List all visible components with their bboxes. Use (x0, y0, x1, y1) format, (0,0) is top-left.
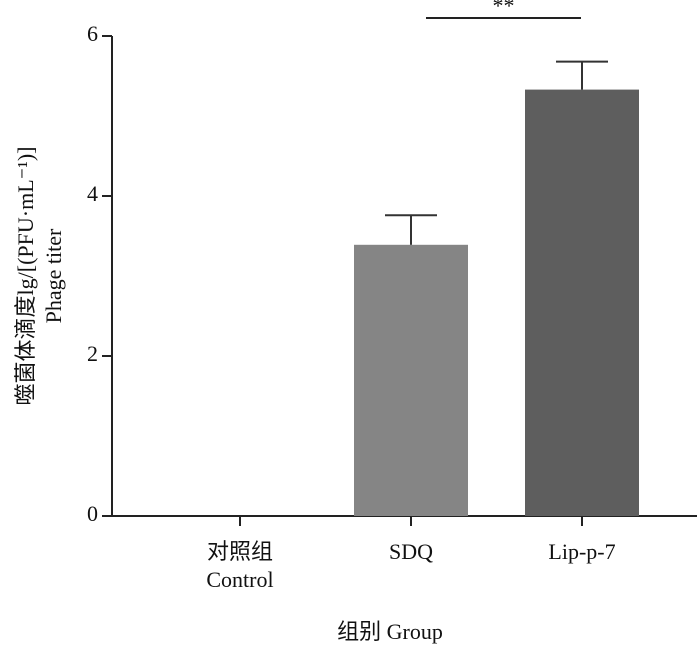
y-tick-label: 0 (87, 501, 98, 526)
y-axis-label: 噬菌体滴度lg/[(PFU·mL⁻¹)] (13, 147, 38, 406)
y-tick-label: 4 (87, 181, 98, 206)
x-tick-label: SDQ (388, 539, 433, 564)
bar (525, 89, 639, 516)
y-tick-label: 6 (87, 21, 98, 46)
significance-label: ** (493, 0, 515, 18)
x-axis-label: 组别 Group (337, 619, 443, 644)
x-tick-label: Lip-p-7 (548, 539, 616, 564)
x-tick-label: 对照组 Control (206, 539, 274, 592)
y-axis-label: Phage titer (41, 228, 66, 323)
error-bar (556, 60, 608, 90)
bar (354, 244, 468, 517)
y-tick-label: 2 (87, 341, 98, 366)
error-bar (385, 214, 437, 245)
